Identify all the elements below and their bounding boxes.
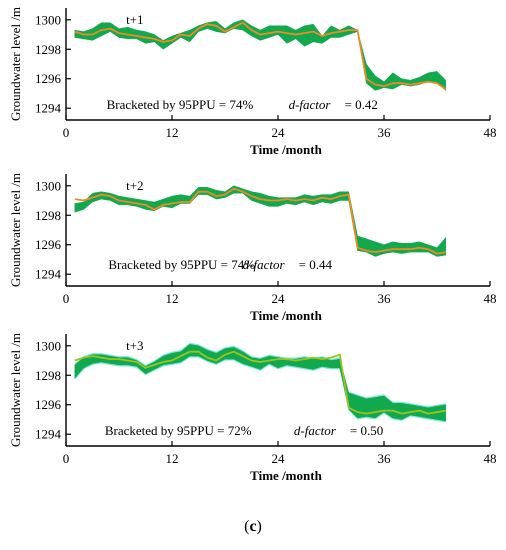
y-tick-label: 1300 (35, 178, 61, 193)
observed-line (74, 21, 447, 90)
figure-caption: (c) (0, 518, 506, 536)
x-axis-title: Time /month (250, 468, 322, 483)
x-tick-label: 48 (484, 125, 497, 140)
caption-open-paren: ( (244, 518, 250, 535)
x-tick-label: 12 (166, 291, 179, 306)
x-tick-label: 48 (484, 451, 497, 466)
observed-line (74, 350, 446, 415)
x-axis-title: Time /month (250, 142, 322, 157)
x-tick-label: 0 (63, 451, 70, 466)
dfactor-label: d-factor (289, 97, 332, 112)
y-tick-label: 1300 (35, 12, 61, 27)
ppu-annotation: Bracketed by 95PPU = 74% (108, 257, 255, 272)
y-axis-title: Groundwater level /m (8, 173, 23, 287)
x-tick-label: 0 (63, 291, 70, 306)
dfactor-value: = 0.50 (350, 423, 383, 438)
y-tick-label: 1294 (35, 427, 62, 442)
panel-label: t+2 (126, 178, 143, 193)
y-tick-label: 1294 (35, 101, 62, 116)
x-axis-title: Time /month (250, 308, 322, 323)
x-tick-label: 48 (484, 291, 497, 306)
y-tick-label: 1294 (35, 267, 62, 282)
y-tick-label: 1300 (35, 338, 61, 353)
y-tick-label: 1296 (35, 397, 62, 412)
y-axis-title: Groundwater level /m (8, 7, 23, 121)
ppu-annotation: Bracketed by 95PPU = 72% (105, 423, 252, 438)
y-tick-label: 1298 (35, 208, 61, 223)
x-tick-label: 24 (272, 451, 286, 466)
chart-panel-1: 0 12 24 36 48 1294 1296 1298 1300 Time /month Grou… (8, 7, 497, 157)
caption-letter: c (249, 518, 257, 535)
chart-panel-3: 0 12 24 36 48 1294 1296 1298 1300 Time /month Grou… (8, 333, 497, 483)
observed-line (74, 187, 446, 255)
ppu-band (74, 19, 447, 92)
panel-label: t+3 (126, 338, 143, 353)
x-tick-label: 24 (272, 125, 286, 140)
chart-panel-2: 0 12 24 36 48 1294 1296 1298 1300 Time /month Grou… (8, 173, 497, 323)
ppu-band (74, 185, 447, 257)
y-tick-label: 1296 (35, 71, 62, 86)
y-tick-label: 1298 (35, 42, 61, 57)
y-tick-label: 1296 (35, 237, 62, 252)
dfactor-label: d-factor (243, 257, 286, 272)
panel-label: t+1 (126, 12, 143, 27)
ppu-band (74, 344, 447, 422)
x-tick-label: 12 (166, 125, 179, 140)
dfactor-value: = 0.44 (299, 257, 333, 272)
y-tick-label: 1298 (35, 368, 61, 383)
x-tick-label: 24 (272, 291, 286, 306)
ppu-annotation: Bracketed by 95PPU = 74% (107, 97, 254, 112)
caption-close-paren: ) (256, 518, 262, 535)
dfactor-value: = 0.42 (345, 97, 378, 112)
x-tick-label: 36 (378, 125, 392, 140)
x-tick-label: 36 (378, 451, 392, 466)
x-tick-label: 12 (166, 451, 179, 466)
y-axis-title: Groundwater level /m (8, 333, 23, 447)
x-tick-label: 0 (63, 125, 70, 140)
x-tick-label: 36 (378, 291, 392, 306)
dfactor-label: d-factor (294, 423, 337, 438)
